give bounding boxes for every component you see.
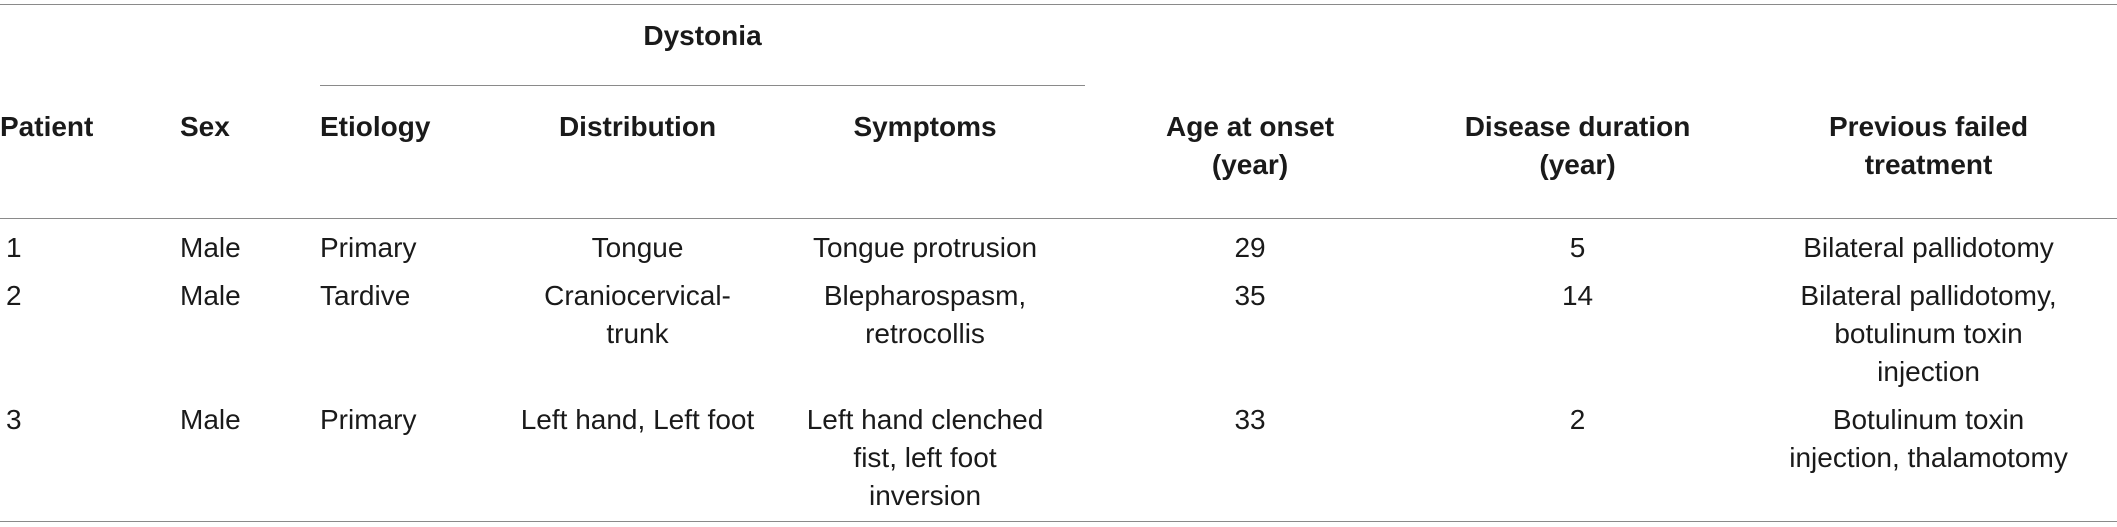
table-header: Dystonia Patient Sex Etiology Distributi… <box>0 4 2117 219</box>
cell-disease-duration: 5 <box>1569 232 1586 263</box>
table-row: 2 Male Tardive Craniocervical- trunk Ble… <box>0 267 2117 391</box>
header-spacer <box>0 4 180 86</box>
header-previous-failed-treatment: Previous failed treatment <box>1740 85 2117 219</box>
cell-previous-line: Bilateral pallidotomy, <box>1800 280 2057 311</box>
cell-previous-line: injection <box>1877 356 1980 387</box>
header-age-at-onset-line2: (year) <box>1211 148 1289 180</box>
cell-previous-failed-treatment: Bilateral pallidotomy <box>1740 219 2117 268</box>
cell-symptoms-line: Left hand clenched <box>806 404 1044 435</box>
header-spacer <box>180 4 320 86</box>
table-row: 3 Male Primary Left hand, Left foot Left… <box>0 391 2117 522</box>
cell-distribution-line: trunk <box>606 318 669 349</box>
cell-symptoms-line: fist, left foot <box>853 442 997 473</box>
cell-sex: Male <box>180 280 241 311</box>
cell-etiology: Primary <box>320 391 510 522</box>
cell-distribution: Tongue <box>510 219 765 268</box>
cell-sex: Male <box>180 232 241 263</box>
table-body: 1 Male Primary Tongue Tongue protrusion … <box>0 219 2117 522</box>
cell-age-at-onset: 33 <box>1085 391 1416 522</box>
header-age-at-onset-line1: Age at onset <box>1166 110 1335 142</box>
dystonia-group-header: Dystonia <box>320 4 1086 86</box>
cell-patient: 3 <box>0 391 180 522</box>
header-disease-duration-line2: (year) <box>1539 148 1616 180</box>
cell-distribution-line: Craniocervical- <box>544 280 731 311</box>
cell-previous-line: injection, thalamotomy <box>1789 442 2068 473</box>
cell-distribution-line: Left hand, Left foot <box>520 404 755 435</box>
cell-etiology: Primary <box>320 232 417 263</box>
cell-distribution: Left hand, Left foot <box>510 391 765 522</box>
cell-previous-failed-treatment: Bilateral pallidotomy, botulinum toxin i… <box>1740 267 2117 391</box>
cell-distribution: Craniocervical- trunk <box>510 267 765 391</box>
cell-disease-duration: 2 <box>1415 391 1741 522</box>
header-distribution: Distribution <box>510 85 765 219</box>
header-spacer <box>1740 4 2117 86</box>
cell-previous-failed-treatment: Botulinum toxin injection, thalamotomy <box>1740 391 2117 522</box>
cell-disease-duration: 14 <box>1561 280 1594 311</box>
table-row: 1 Male Primary Tongue Tongue protrusion … <box>0 219 2117 268</box>
cell-etiology: Tardive <box>320 280 411 311</box>
header-column-row: Patient Sex Etiology Distribution Sympto… <box>0 85 2117 219</box>
header-age-at-onset: Age at onset (year) <box>1085 85 1416 219</box>
header-spacer <box>1085 4 1416 86</box>
header-etiology: Etiology <box>320 85 510 219</box>
cell-symptoms: Tongue protrusion <box>765 219 1085 268</box>
cell-symptoms-line: Blepharospasm, <box>823 280 1027 311</box>
header-previous-line1: Previous failed <box>1828 110 2029 142</box>
cell-previous-line: Botulinum toxin <box>1832 404 2025 435</box>
cell-distribution-line: Tongue <box>591 232 684 263</box>
header-patient: Patient <box>0 85 180 219</box>
cell-symptoms-line: Tongue protrusion <box>812 232 1038 263</box>
cell-patient: 2 <box>6 280 22 311</box>
cell-symptoms: Left hand clenched fist, left foot inver… <box>765 391 1086 522</box>
cell-age-at-onset: 29 <box>1234 232 1266 263</box>
header-symptoms: Symptoms <box>765 85 1086 219</box>
cell-age-at-onset: 35 <box>1234 280 1266 311</box>
cell-previous-line: botulinum toxin <box>1834 318 2023 349</box>
cell-previous-line: Bilateral pallidotomy <box>1803 232 2054 263</box>
patient-characteristics-table: Dystonia Patient Sex Etiology Distributi… <box>0 4 2117 522</box>
header-disease-duration: Disease duration (year) <box>1415 85 1741 219</box>
header-disease-duration-line1: Disease duration <box>1464 110 1691 142</box>
cell-symptoms-line: inversion <box>868 480 982 511</box>
cell-symptoms: Blepharospasm, retrocollis <box>765 267 1085 391</box>
header-group-row: Dystonia <box>0 4 2117 86</box>
header-previous-line2: treatment <box>1864 148 1993 180</box>
header-spacer <box>1415 4 1741 86</box>
cell-patient: 1 <box>6 232 22 263</box>
cell-symptoms-line: retrocollis <box>865 318 985 349</box>
cell-sex: Male <box>180 391 320 522</box>
header-sex: Sex <box>180 85 320 219</box>
